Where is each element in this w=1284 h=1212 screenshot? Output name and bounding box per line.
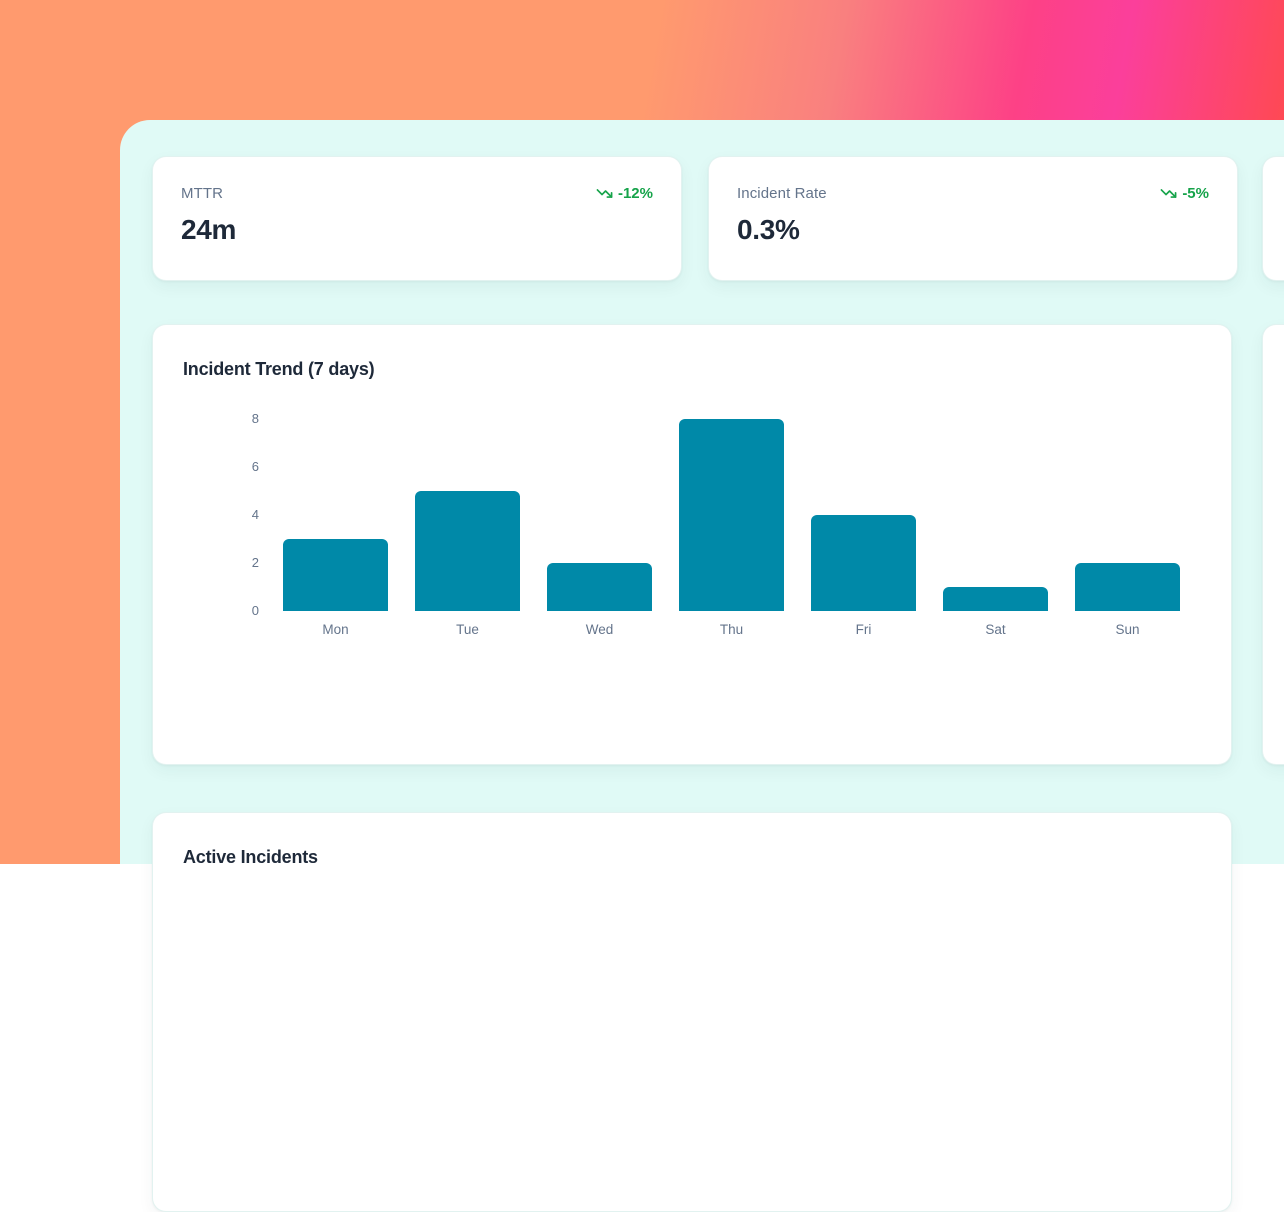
kpi-trend-value: -12% (618, 185, 653, 202)
y-axis-tick: 8 (153, 409, 259, 429)
bar-tue[interactable] (415, 491, 520, 611)
bar-fri[interactable] (811, 515, 916, 611)
y-axis-tick: 2 (153, 553, 259, 573)
kpi-trend-badge: -12% (596, 185, 653, 202)
kpi-value: 0.3% (737, 214, 1209, 246)
x-axis-label: Wed (547, 621, 652, 639)
x-axis-label: Mon (283, 621, 388, 639)
kpi-trend-value: -5% (1182, 185, 1209, 202)
x-axis-label: Sat (943, 621, 1048, 639)
x-axis-label: Thu (679, 621, 784, 639)
bar-thu[interactable] (679, 419, 784, 611)
kpi-label: MTTR (181, 185, 653, 202)
chart-card-partial (1262, 324, 1284, 765)
bar-sun[interactable] (1075, 563, 1180, 611)
y-axis-tick: 4 (153, 505, 259, 525)
y-axis-tick: 6 (153, 457, 259, 477)
active-incidents-card: Active Incidents (152, 812, 1232, 1212)
x-axis-label: Sun (1075, 621, 1180, 639)
kpi-label: Incident Rate (737, 185, 1209, 202)
kpi-card-mttr: MTTR 24m -12% (152, 156, 682, 281)
dashboard-panel: MTTR 24m -12% Incident Rate 0.3% -5% (120, 120, 1284, 864)
kpi-card-partial (1262, 156, 1284, 281)
bar-wed[interactable] (547, 563, 652, 611)
x-axis-label: Fri (811, 621, 916, 639)
bar-mon[interactable] (283, 539, 388, 611)
x-axis-label: Tue (415, 621, 520, 639)
kpi-trend-badge: -5% (1160, 185, 1209, 202)
trending-down-icon (596, 185, 613, 202)
incidents-title: Active Incidents (183, 847, 318, 868)
kpi-value: 24m (181, 214, 653, 246)
bar-sat[interactable] (943, 587, 1048, 611)
bar-chart: 0 2 4 6 8 Mon Tue Wed Thu Fri Sat Sun (153, 325, 1233, 766)
trending-down-icon (1160, 185, 1177, 202)
kpi-card-incident-rate: Incident Rate 0.3% -5% (708, 156, 1238, 281)
y-axis-tick: 0 (153, 601, 259, 621)
